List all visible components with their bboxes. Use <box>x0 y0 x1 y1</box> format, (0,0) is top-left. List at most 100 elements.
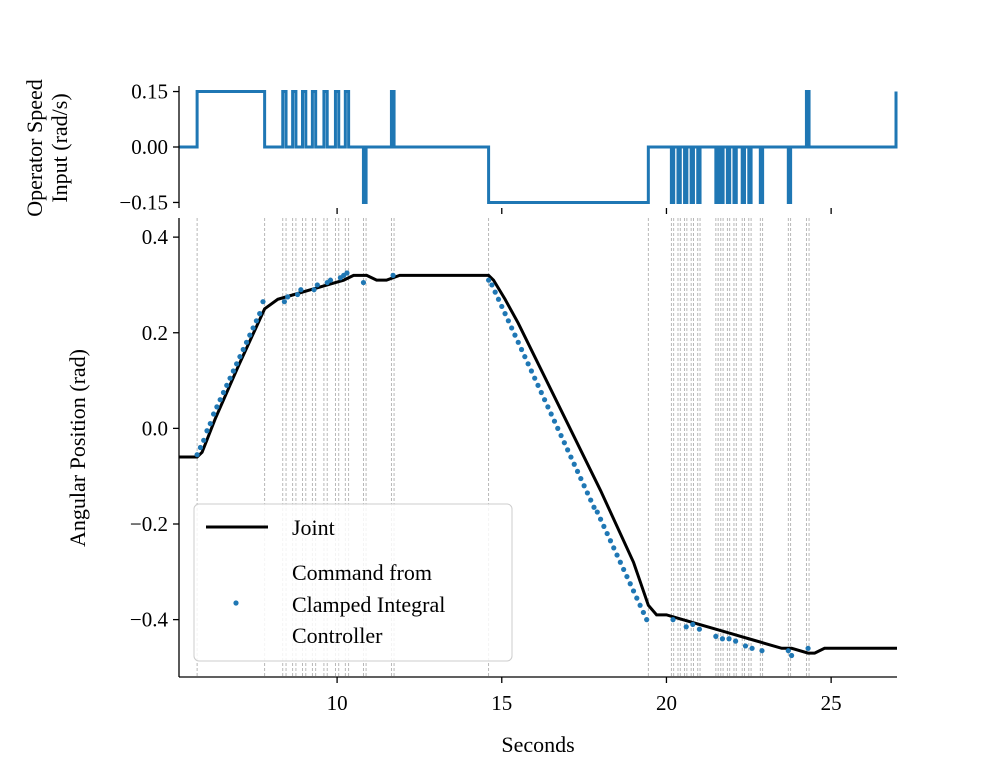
command-point <box>561 440 567 446</box>
command-point <box>532 375 538 381</box>
command-point <box>360 279 367 286</box>
command-point <box>535 382 541 388</box>
legend-command-label-line3: Controller <box>292 623 383 648</box>
command-point <box>690 621 696 628</box>
command-point <box>548 411 554 417</box>
legend-command-label-line1: Command from <box>292 560 432 585</box>
command-point <box>696 626 702 632</box>
command-point <box>227 375 233 381</box>
command-point <box>617 559 623 565</box>
command-point <box>591 504 597 510</box>
command-point <box>525 361 531 367</box>
command-point <box>742 643 749 649</box>
command-point <box>597 516 604 522</box>
command-point <box>601 523 607 529</box>
top-y-axis-title-line2: Input (rad/s) <box>47 93 72 202</box>
command-point <box>670 617 676 623</box>
command-point <box>217 397 223 403</box>
speed-input-series-line <box>179 90 898 204</box>
command-point <box>247 332 253 338</box>
bottom-y-tick-label: −0.4 <box>130 608 169 632</box>
command-point <box>713 633 719 639</box>
command-point <box>581 483 587 489</box>
command-point <box>230 368 236 374</box>
command-point <box>726 636 732 642</box>
command-point <box>515 339 521 345</box>
top-y-tick-label: −0.15 <box>119 190 168 214</box>
bottom-y-tick-label: 0.0 <box>142 416 168 440</box>
command-point <box>499 303 505 310</box>
command-point <box>294 291 301 298</box>
top-y-tick-label: 0.00 <box>131 135 168 159</box>
command-point <box>719 636 726 642</box>
command-point <box>204 428 210 434</box>
command-point <box>502 311 508 317</box>
command-point <box>485 277 492 283</box>
command-point <box>545 404 551 410</box>
command-point <box>614 552 620 558</box>
command-point <box>285 294 291 300</box>
command-point <box>683 624 689 630</box>
command-point <box>207 420 213 427</box>
command-point <box>749 645 755 651</box>
command-point <box>565 447 571 453</box>
command-point <box>390 272 396 278</box>
command-point <box>558 432 564 439</box>
command-point <box>298 287 304 293</box>
command-point <box>344 270 350 276</box>
command-point <box>237 354 243 360</box>
command-point <box>594 509 600 515</box>
command-point <box>220 389 227 396</box>
bottom-y-axis-title: Angular Position (rad) <box>65 349 90 547</box>
command-point <box>624 573 630 580</box>
command-point <box>555 425 561 431</box>
command-point <box>214 404 220 410</box>
command-point <box>785 648 791 654</box>
command-point <box>584 490 591 496</box>
command-point <box>505 318 511 324</box>
command-point <box>327 277 334 283</box>
legend: Joint Command from Clamped Integral Cont… <box>193 503 513 662</box>
legend-command-swatch <box>233 600 239 606</box>
command-point <box>197 444 204 451</box>
command-point <box>194 452 200 458</box>
command-point <box>240 346 246 353</box>
command-point <box>224 382 230 388</box>
legend-command-label-line2: Clamped Integral <box>292 592 445 617</box>
command-point <box>243 339 250 345</box>
x-axis-title: Seconds <box>501 732 574 757</box>
command-point <box>260 299 266 305</box>
command-point <box>627 581 633 587</box>
top-y-tick-label: 0.15 <box>131 80 168 104</box>
legend-joint-label: Joint <box>292 515 335 540</box>
command-point <box>551 418 558 424</box>
command-point <box>492 289 498 295</box>
command-point <box>210 411 217 417</box>
command-point <box>495 296 502 302</box>
command-point <box>509 325 515 331</box>
command-point <box>640 609 646 616</box>
command-point <box>805 645 811 651</box>
x-tick-label: 20 <box>656 691 677 715</box>
x-tick-label: 10 <box>327 691 348 715</box>
command-point <box>759 648 765 654</box>
command-point <box>607 538 614 544</box>
angular-position-panel: 0.4 0.2 0.0 −0.2 −0.4 10 15 20 25 Angular Posit… <box>65 218 897 757</box>
command-point <box>234 361 240 367</box>
command-point <box>621 566 627 573</box>
command-point <box>574 468 581 475</box>
speed-input-panel: 0.15 0.00 −0.15 Operator Speed Input (rad/… <box>22 79 898 217</box>
command-point <box>201 437 207 443</box>
command-point <box>489 282 495 288</box>
bottom-y-tick-label: 0.4 <box>142 225 169 249</box>
x-tick-label: 15 <box>491 691 512 715</box>
command-point <box>733 638 739 644</box>
command-point <box>522 354 528 360</box>
command-point <box>528 368 535 374</box>
x-tick-label: 25 <box>821 691 842 715</box>
command-point <box>571 461 577 467</box>
bottom-y-tick-label: 0.2 <box>142 321 168 345</box>
command-point <box>311 287 317 293</box>
command-point <box>578 475 584 482</box>
